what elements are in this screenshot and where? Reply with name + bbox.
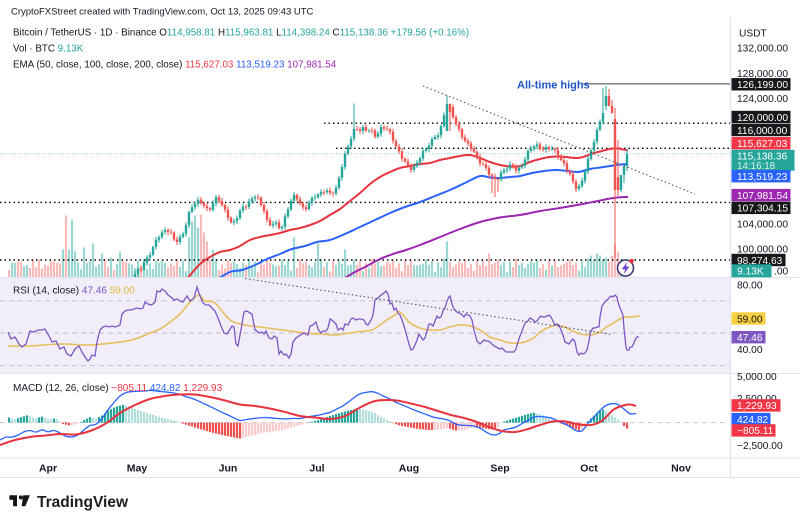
svg-text:47.46: 47.46 xyxy=(737,333,763,344)
svg-text:Sep: Sep xyxy=(490,463,509,475)
svg-text:128,000.00: 128,000.00 xyxy=(737,69,788,80)
svg-text:RSI (14, close) 47.46 59.00: RSI (14, close) 47.46 59.00 xyxy=(13,286,135,297)
svg-text:107,981.54: 107,981.54 xyxy=(737,191,788,202)
svg-text:113,519.23: 113,519.23 xyxy=(737,172,788,183)
svg-text:100,000.00: 100,000.00 xyxy=(737,245,788,256)
svg-text:116,000.00: 116,000.00 xyxy=(737,126,788,137)
svg-text:−2,500.00: −2,500.00 xyxy=(737,441,783,452)
svg-text:Aug: Aug xyxy=(399,463,419,475)
svg-text:All-time highs: All-time highs xyxy=(517,80,590,92)
svg-text:124,000.00: 124,000.00 xyxy=(737,94,788,105)
svg-text:424.82: 424.82 xyxy=(737,415,768,426)
svg-text:126,199.00: 126,199.00 xyxy=(737,80,788,91)
svg-text:120,000.00: 120,000.00 xyxy=(737,113,788,124)
svg-text:132,000.00: 132,000.00 xyxy=(737,44,788,55)
svg-text:Jun: Jun xyxy=(219,463,238,475)
svg-text:104,000.00: 104,000.00 xyxy=(737,220,788,231)
svg-text:5,000.00: 5,000.00 xyxy=(737,372,777,383)
svg-text:107,304.15: 107,304.15 xyxy=(737,204,788,215)
svg-text:Nov: Nov xyxy=(671,463,691,475)
svg-text:Oct: Oct xyxy=(580,463,598,475)
svg-text:Apr: Apr xyxy=(39,463,57,475)
svg-text:115,627.03: 115,627.03 xyxy=(737,139,788,150)
svg-text:TradingView: TradingView xyxy=(37,494,129,511)
svg-text:Bitcoin / TetherUS · 1D · Bina: Bitcoin / TetherUS · 1D · Binance O114,9… xyxy=(13,27,469,38)
svg-text:.00: .00 xyxy=(774,267,788,278)
svg-text:80.00: 80.00 xyxy=(737,280,763,291)
svg-text:59.00: 59.00 xyxy=(737,314,763,325)
svg-text:98,274.63: 98,274.63 xyxy=(737,256,783,267)
svg-text:USDT: USDT xyxy=(739,29,767,40)
svg-text:CryptoFXStreet created with Tr: CryptoFXStreet created with TradingView.… xyxy=(11,7,314,18)
svg-text:−805.11: −805.11 xyxy=(737,426,774,437)
svg-text:May: May xyxy=(127,463,148,475)
svg-text:EMA (50, close, 100, close, 20: EMA (50, close, 100, close, 200, close) … xyxy=(13,59,337,70)
svg-text:115,138.36: 115,138.36 xyxy=(737,151,788,162)
svg-text:Vol · BTC 9.13K: Vol · BTC 9.13K xyxy=(13,43,84,54)
svg-text:14:16:18: 14:16:18 xyxy=(737,161,776,172)
svg-text:1,229.93: 1,229.93 xyxy=(737,401,777,412)
svg-text:MACD (12, 26, close) −805.11 4: MACD (12, 26, close) −805.11 424.82 1,22… xyxy=(13,383,223,394)
svg-text:Jul: Jul xyxy=(309,463,324,475)
svg-text:9.13K: 9.13K xyxy=(737,266,764,277)
svg-text:40.00: 40.00 xyxy=(737,345,763,356)
